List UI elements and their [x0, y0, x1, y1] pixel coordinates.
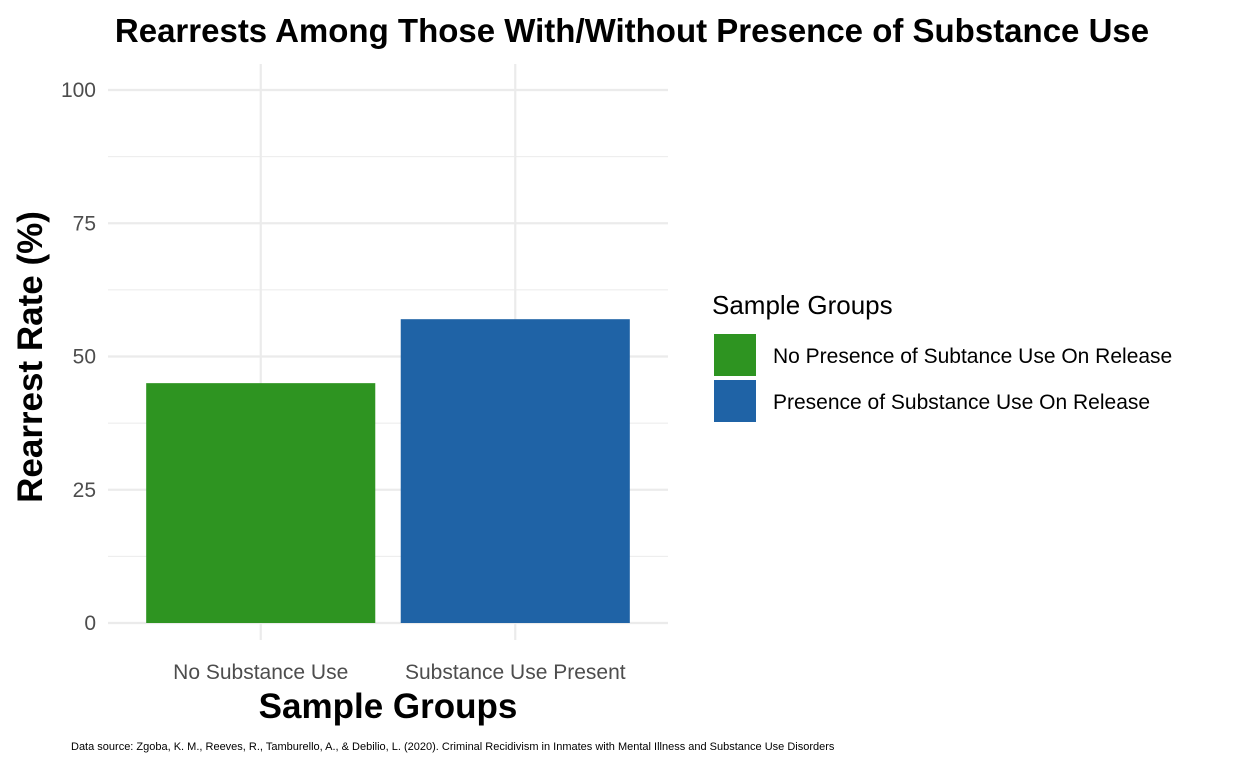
legend: Sample Groups No Presence of Subtance Us… — [712, 290, 1172, 422]
x-axis-ticks: No Substance Use Substance Use Present — [173, 661, 626, 684]
legend-swatch — [714, 380, 756, 422]
bar — [146, 383, 376, 623]
x-axis-title: Sample Groups — [259, 687, 518, 726]
data-source-caption: Data source: Zgoba, K. M., Reeves, R., T… — [71, 741, 835, 753]
y-axis-ticks: 0 25 50 75 100 — [61, 79, 96, 635]
y-tick-label: 50 — [73, 346, 96, 369]
y-tick-label: 75 — [73, 212, 96, 235]
y-tick-label: 25 — [73, 479, 96, 502]
y-tick-label: 0 — [84, 612, 96, 635]
legend-items: No Presence of Subtance Use On Release Pr… — [714, 334, 1172, 422]
bar — [400, 319, 630, 623]
legend-item-label: No Presence of Subtance Use On Release — [773, 345, 1172, 368]
bar-group — [146, 319, 630, 623]
chart-title: Rearrests Among Those With/Without Prese… — [115, 12, 1149, 49]
x-tick-label: No Substance Use — [173, 661, 348, 684]
legend-item-label: Presence of Substance Use On Release — [773, 391, 1150, 414]
legend-swatch — [714, 334, 756, 376]
legend-title: Sample Groups — [712, 290, 893, 320]
y-tick-label: 100 — [61, 79, 96, 102]
y-axis-title: Rearrest Rate (%) — [11, 211, 50, 503]
x-tick-label: Substance Use Present — [405, 661, 626, 684]
